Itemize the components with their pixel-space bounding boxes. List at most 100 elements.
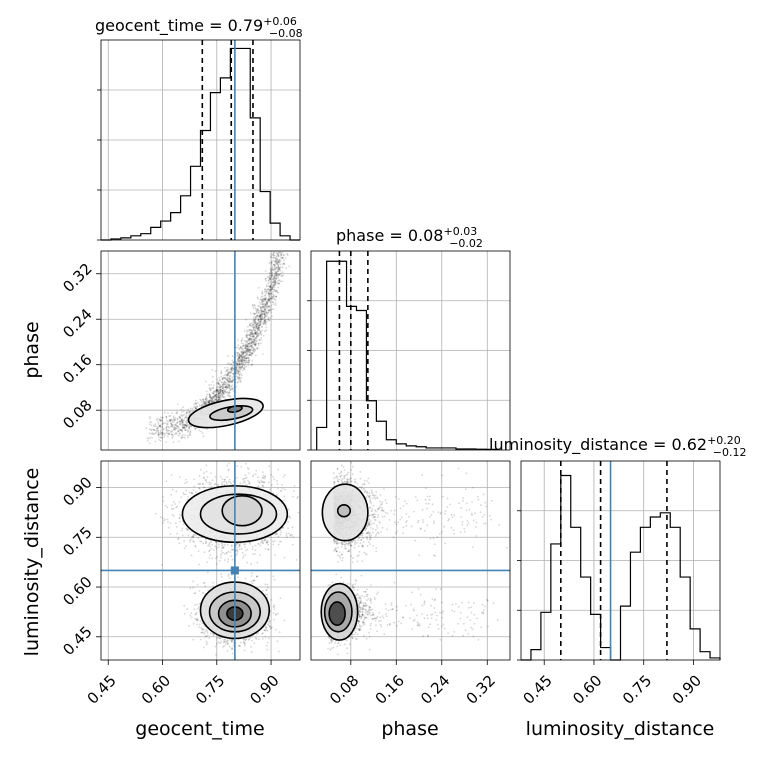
sample-point <box>198 403 201 406</box>
sample-point <box>277 276 280 279</box>
sample-point <box>167 433 170 435</box>
sample-point <box>263 313 265 316</box>
sample-point <box>273 269 276 271</box>
sample-point <box>266 586 269 589</box>
sample-point <box>199 540 202 543</box>
sample-point <box>206 632 209 634</box>
sample-point <box>231 381 234 384</box>
sample-point <box>219 390 221 393</box>
sample-point <box>209 396 212 398</box>
sample-point <box>208 387 211 390</box>
sample-point <box>267 298 269 301</box>
sample-point <box>150 432 153 435</box>
sample-point <box>264 476 267 478</box>
sample-point <box>261 318 264 321</box>
sample-point <box>226 387 228 390</box>
sample-point <box>227 368 230 371</box>
sample-point <box>281 257 284 259</box>
sample-point <box>261 484 264 487</box>
sample-point <box>239 381 242 383</box>
sample-point <box>152 428 155 431</box>
sample-point <box>270 283 273 285</box>
sample-point <box>196 401 199 404</box>
sample-point <box>266 302 269 305</box>
sample-point <box>162 433 165 435</box>
sample-point <box>158 433 161 436</box>
sample-point <box>260 338 263 341</box>
sample-point <box>185 426 188 428</box>
sample-point <box>222 641 225 643</box>
sample-point <box>174 427 177 430</box>
sample-point <box>212 399 215 402</box>
sample-point <box>215 653 217 656</box>
sample-point <box>183 540 186 542</box>
sample-point <box>208 396 211 399</box>
sample-point <box>239 346 242 348</box>
sample-point <box>226 380 229 383</box>
sample-point <box>264 320 267 323</box>
sample-point <box>249 345 252 348</box>
sample-point <box>274 274 277 277</box>
sample-point <box>217 397 220 400</box>
sample-point <box>212 392 215 395</box>
sample-point <box>160 418 163 421</box>
sample-point <box>220 381 223 383</box>
sample-point <box>274 302 277 305</box>
sample-point <box>179 417 181 419</box>
sample-point <box>171 504 174 507</box>
sample-point <box>277 535 280 538</box>
sample-point <box>154 423 157 426</box>
sample-point <box>206 561 209 564</box>
sample-point <box>209 389 212 392</box>
sample-point <box>214 645 217 648</box>
sample-point <box>253 316 255 319</box>
sample-point <box>206 630 209 632</box>
sample-point <box>264 319 267 322</box>
sample-point <box>255 323 258 325</box>
sample-point <box>189 541 192 543</box>
sample-point <box>228 392 230 395</box>
sample-point <box>262 323 265 325</box>
sample-point <box>263 303 266 305</box>
sample-point <box>186 424 189 426</box>
sample-point <box>186 410 189 413</box>
sample-point <box>172 441 175 443</box>
sample-point <box>204 402 207 405</box>
sample-point <box>193 485 196 488</box>
sample-point <box>180 429 183 431</box>
sample-point <box>250 348 253 350</box>
sample-point <box>165 480 168 482</box>
sample-point <box>246 347 249 350</box>
sample-point <box>254 348 257 351</box>
sample-point <box>220 375 223 378</box>
sample-point <box>166 518 169 521</box>
sample-point <box>182 424 184 426</box>
sample-point <box>178 542 181 544</box>
sample-point <box>251 582 254 585</box>
sample-point <box>281 263 284 265</box>
sample-point <box>278 251 281 254</box>
sample-point <box>230 363 233 365</box>
sample-point <box>178 476 181 478</box>
sample-point <box>204 380 207 383</box>
sample-point <box>220 381 223 384</box>
sample-point <box>246 350 248 352</box>
sample-point <box>194 428 197 430</box>
sample-point <box>218 376 221 379</box>
sample-point <box>252 347 255 350</box>
sample-point <box>247 349 249 352</box>
sample-point <box>244 343 247 346</box>
sample-point <box>189 434 192 436</box>
sample-point <box>212 386 214 389</box>
sample-point <box>245 357 248 360</box>
sample-point <box>194 613 197 616</box>
sample-point <box>274 277 277 280</box>
sample-point <box>254 354 257 357</box>
sample-point <box>272 284 274 287</box>
sample-point <box>172 507 175 510</box>
sample-point <box>265 314 267 316</box>
sample-point <box>272 476 274 478</box>
sample-point <box>228 377 231 380</box>
sample-point <box>196 623 199 626</box>
sample-point <box>244 462 247 465</box>
